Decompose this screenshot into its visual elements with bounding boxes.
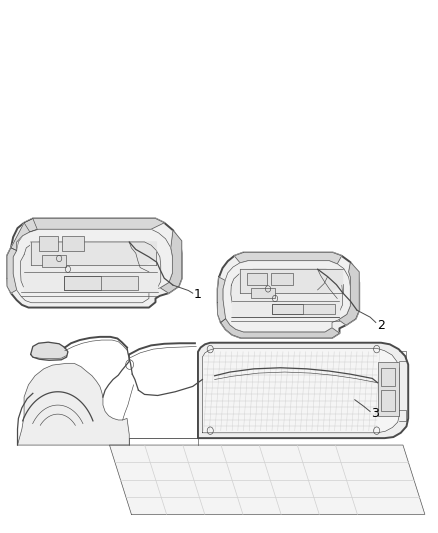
Bar bbox=[42, 255, 66, 266]
Polygon shape bbox=[31, 342, 68, 360]
Bar bbox=[272, 304, 335, 314]
Polygon shape bbox=[218, 253, 359, 338]
Polygon shape bbox=[221, 319, 339, 338]
Bar bbox=[272, 304, 303, 314]
Polygon shape bbox=[218, 277, 226, 322]
Polygon shape bbox=[160, 230, 182, 293]
Polygon shape bbox=[202, 349, 399, 433]
Polygon shape bbox=[24, 219, 164, 232]
Polygon shape bbox=[198, 343, 408, 438]
Polygon shape bbox=[234, 253, 342, 264]
Bar bbox=[64, 276, 101, 290]
Polygon shape bbox=[18, 364, 129, 445]
Polygon shape bbox=[240, 269, 343, 293]
Bar bbox=[64, 276, 138, 290]
Polygon shape bbox=[31, 242, 156, 265]
Polygon shape bbox=[7, 219, 182, 308]
Bar bbox=[271, 273, 293, 285]
Bar bbox=[39, 236, 58, 251]
Polygon shape bbox=[7, 248, 17, 293]
Polygon shape bbox=[21, 242, 161, 292]
Polygon shape bbox=[110, 445, 425, 514]
Bar bbox=[247, 273, 267, 285]
Polygon shape bbox=[11, 219, 37, 251]
Text: 3: 3 bbox=[371, 407, 379, 420]
Polygon shape bbox=[232, 301, 339, 317]
Bar bbox=[381, 368, 395, 386]
Bar bbox=[62, 236, 84, 251]
Text: 1: 1 bbox=[194, 288, 201, 301]
Bar bbox=[251, 288, 275, 298]
Bar bbox=[378, 362, 399, 416]
Bar bbox=[381, 390, 395, 411]
Text: 2: 2 bbox=[377, 319, 385, 332]
Polygon shape bbox=[339, 262, 359, 325]
Polygon shape bbox=[24, 272, 157, 292]
Polygon shape bbox=[231, 269, 343, 317]
